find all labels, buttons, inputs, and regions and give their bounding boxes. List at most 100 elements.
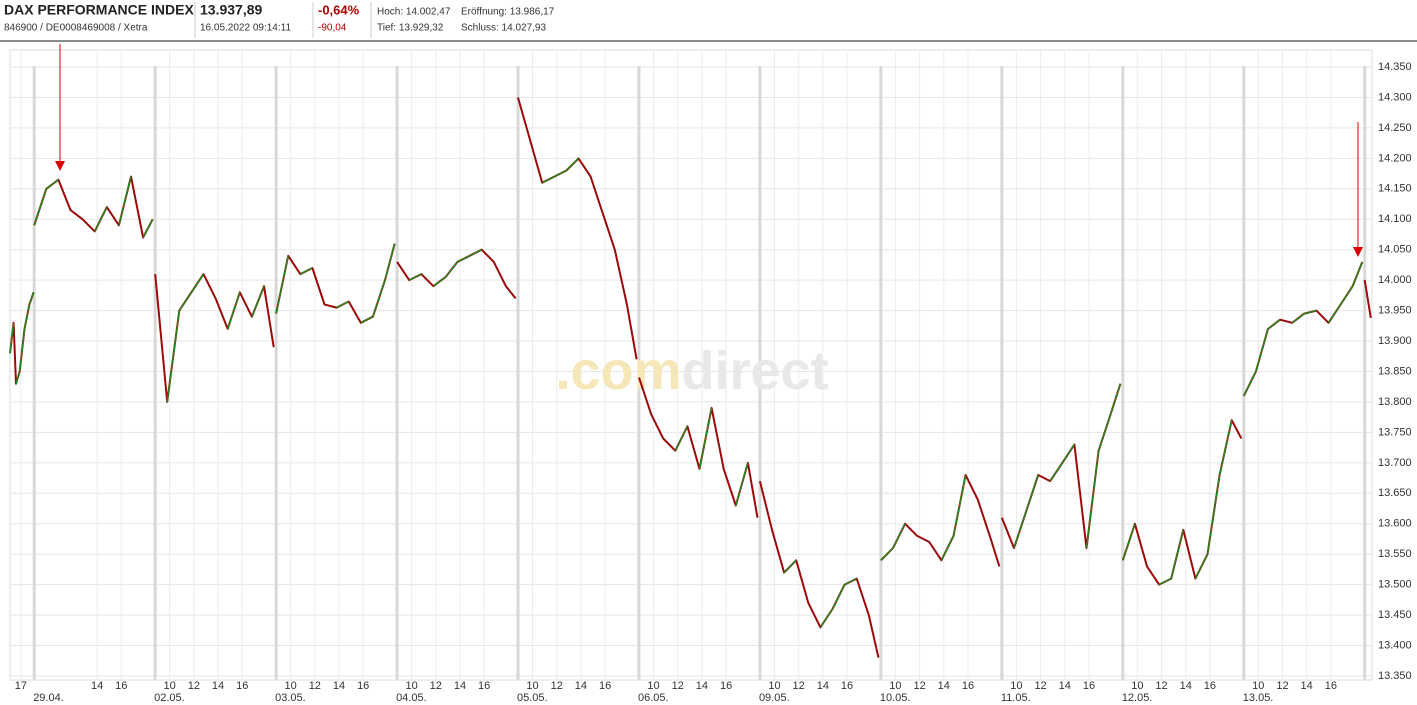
x-tick-label: 16 (357, 680, 369, 692)
up-segment (384, 243, 396, 281)
x-tick-label: 14 (1180, 680, 1192, 692)
x-tick-label: 10 (164, 680, 176, 692)
up-segment (952, 474, 967, 537)
close: Schluss: 14.027,93 (461, 23, 546, 34)
y-tick-label: 13.350 (1378, 670, 1412, 682)
up-segment (166, 310, 181, 403)
y-tick-label: 14.300 (1378, 91, 1412, 103)
up-segment (178, 291, 193, 311)
x-tick-label: 16 (1083, 680, 1095, 692)
low: Tief: 13.929,32 (377, 23, 444, 34)
up-segment (360, 316, 374, 324)
up-segment (940, 535, 955, 561)
up-segment (819, 608, 834, 628)
up-segment (118, 176, 132, 226)
x-tick-label: 12 (1276, 680, 1288, 692)
x-tick-label: 12 (1034, 680, 1046, 692)
date-label: 10.05. (880, 692, 911, 704)
up-segment (880, 547, 894, 561)
y-tick-label: 13.650 (1378, 487, 1412, 499)
plot-frame (9, 49, 1373, 681)
up-segment (469, 249, 483, 257)
up-segment (541, 175, 555, 184)
up-segment (1243, 371, 1257, 397)
grid (10, 50, 1372, 680)
header-bg (0, 0, 1417, 41)
y-tick-label: 13.600 (1378, 518, 1412, 530)
x-tick-label: 10 (405, 680, 417, 692)
x-tick-label: 14 (817, 680, 829, 692)
x-tick-label: 12 (1155, 680, 1167, 692)
open: Eröffnung: 13.986,17 (461, 7, 555, 18)
up-segment (18, 328, 26, 372)
x-tick-label: 10 (285, 680, 297, 692)
up-segment (1255, 328, 1269, 372)
x-tick-label: 12 (551, 680, 563, 692)
timestamp: 16.05.2022 09:14:11 (200, 23, 291, 34)
x-tick-label: 10 (889, 680, 901, 692)
up-segment (1267, 319, 1281, 330)
y-tick-label: 14.000 (1378, 274, 1412, 286)
plot (9, 97, 1372, 658)
high: Hoch: 14.002,47 (377, 7, 451, 18)
x-tick-label: 12 (188, 680, 200, 692)
up-segment (844, 577, 858, 586)
up-segment (299, 267, 313, 275)
date-label: 29.04. (33, 692, 64, 704)
up-segment (698, 407, 713, 470)
x-tick-label: 10 (1131, 680, 1143, 692)
date-label: 03.05. (275, 692, 306, 704)
up-segment (372, 279, 386, 317)
y-tick-label: 14.050 (1378, 244, 1412, 256)
y-tick-label: 14.350 (1378, 61, 1412, 73)
date-label: 02.05. (154, 692, 185, 704)
y-tick-label: 14.250 (1378, 122, 1412, 134)
up-segment (251, 285, 265, 317)
x-tick-label: 10 (1010, 680, 1022, 692)
x-tick-label: 12 (672, 680, 684, 692)
x-tick-label: 16 (720, 680, 732, 692)
y-tick-label: 14.200 (1378, 152, 1412, 164)
up-segment (9, 322, 15, 354)
x-tick-label: 12 (309, 680, 321, 692)
x-tick-label: 16 (841, 680, 853, 692)
x-tick-label: 16 (962, 680, 974, 692)
up-segment (444, 261, 459, 278)
x-tick-label: 16 (1325, 680, 1337, 692)
x-tick-label: 17 (15, 680, 27, 692)
x-tick-label: 12 (430, 680, 442, 692)
index-title: DAX PERFORMANCE INDEX (4, 2, 194, 18)
y-tick-label: 14.100 (1378, 213, 1412, 225)
up-segment (15, 371, 21, 384)
arrow-annotation (55, 44, 1363, 257)
up-segment (142, 218, 154, 238)
y-tick-label: 13.950 (1378, 305, 1412, 317)
up-segment (783, 559, 797, 573)
up-segment (674, 425, 688, 451)
x-tick-label: 14 (333, 680, 345, 692)
date-label: 04.05. (396, 692, 427, 704)
up-segment (336, 300, 350, 309)
up-segment (1291, 313, 1305, 324)
y-tick-label: 13.450 (1378, 609, 1412, 621)
up-segment (1327, 304, 1342, 324)
x-tick-label: 10 (768, 680, 780, 692)
x-tick-label: 12 (793, 680, 805, 692)
y-tick-label: 13.750 (1378, 426, 1412, 438)
y-tick-label: 13.850 (1378, 365, 1412, 377)
up-segment (1351, 261, 1363, 287)
x-tick-label: 16 (1204, 680, 1216, 692)
y-tick-label: 14.150 (1378, 183, 1412, 195)
up-segment (94, 206, 108, 232)
up-segment (831, 584, 846, 610)
x-tick-label: 14 (696, 680, 708, 692)
up-segment (45, 179, 59, 190)
up-segment (28, 292, 35, 305)
y-tick-label: 13.900 (1378, 335, 1412, 347)
y-tick-label: 13.700 (1378, 457, 1412, 469)
up-segment (1170, 529, 1184, 579)
change-abs: -90,04 (318, 23, 347, 34)
up-segment (554, 169, 567, 178)
date-label: 05.05. (517, 692, 548, 704)
up-segment (1061, 444, 1076, 464)
